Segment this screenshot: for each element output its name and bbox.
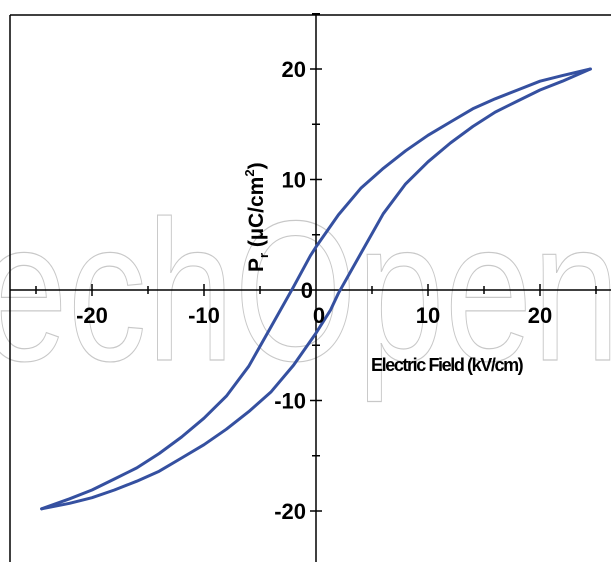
y-tick-label: 0 xyxy=(301,278,313,303)
y-tick-label: -20 xyxy=(274,499,306,524)
x-tick-label: 20 xyxy=(528,303,552,328)
y-tick-label: 10 xyxy=(282,168,306,193)
x-axis-title: Electric Field (kV/cm) xyxy=(371,355,524,375)
x-tick-label: 10 xyxy=(416,303,440,328)
hysteresis-loop xyxy=(40,67,592,511)
x-tick-label: 0 xyxy=(313,303,325,328)
y-axis-title-symbol: P xyxy=(245,258,268,272)
descending-branch-line xyxy=(40,67,592,511)
y-axis-title-close: ) xyxy=(245,162,268,169)
y-axis-title-units: (µC/cm xyxy=(245,177,268,253)
y-axis-title: Pr (µC/cm2) xyxy=(242,162,271,272)
axes xyxy=(10,13,611,562)
watermark-text: echOpen xyxy=(0,180,611,403)
y-tick-label: -10 xyxy=(274,389,306,414)
x-tick-label: -20 xyxy=(76,303,108,328)
tick-labels: -20 -10 10 20 -20 -10 10 20 00 xyxy=(76,57,552,524)
x-tick-label: -10 xyxy=(188,303,220,328)
ascending-branch-line xyxy=(40,67,592,511)
y-tick-label: 20 xyxy=(282,57,306,82)
y-axis-title-subscript: r xyxy=(256,253,271,258)
y-axis-title-superscript: 2 xyxy=(242,169,257,176)
